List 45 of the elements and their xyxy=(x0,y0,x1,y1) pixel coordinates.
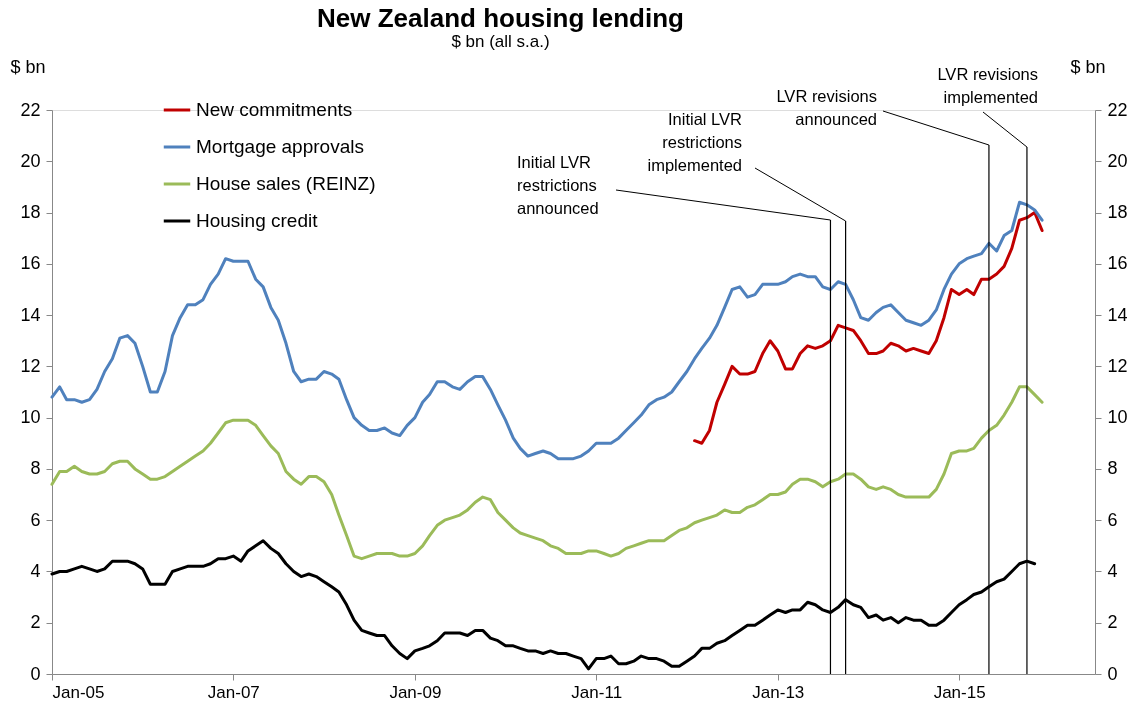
y2-tick-label: 2 xyxy=(1107,612,1118,633)
line-series xyxy=(50,200,1044,461)
y2-tick-label: 8 xyxy=(1107,458,1118,479)
y2-tick-label: 4 xyxy=(1107,560,1118,581)
x-tick-label: Jan-05 xyxy=(52,682,105,702)
y2-tick-label: 14 xyxy=(1107,304,1128,325)
legend-label: New commitments xyxy=(196,99,353,120)
legend-label: Housing credit xyxy=(196,210,319,231)
chart-subtitle: $ bn (all s.a.) xyxy=(451,32,550,51)
y-tick-label: 4 xyxy=(30,560,41,581)
legend-label: House sales (REINZ) xyxy=(196,173,376,194)
y-tick-label: 16 xyxy=(20,253,41,274)
line-series xyxy=(693,211,1044,445)
y2-tick-label: 0 xyxy=(1107,663,1118,684)
y-tick-label: 12 xyxy=(20,355,41,376)
legend-label: Mortgage approvals xyxy=(196,136,364,157)
y2-tick-label: 20 xyxy=(1107,150,1128,171)
y-tick-label: 6 xyxy=(30,509,41,530)
y2-tick-label: 22 xyxy=(1107,99,1128,120)
y2-tick-label: 12 xyxy=(1107,355,1128,376)
y2-axis-title: $ bn xyxy=(1070,56,1106,77)
y-tick-label: 20 xyxy=(20,150,41,171)
y-tick-label: 18 xyxy=(20,202,41,223)
y2-tick-label: 6 xyxy=(1107,509,1118,530)
y-tick-label: 10 xyxy=(20,407,41,428)
y-tick-label: 22 xyxy=(20,99,41,120)
ref-line-label: LVR revisions implemented xyxy=(937,65,1038,106)
ref-line-label: Initial LVR restrictions implemented xyxy=(647,110,743,174)
y-tick-label: 14 xyxy=(20,304,41,325)
chart-title: New Zealand housing lending xyxy=(317,3,684,33)
y-tick-label: 0 xyxy=(30,663,41,684)
line-series xyxy=(50,385,1044,561)
x-tick-label: Jan-15 xyxy=(933,682,986,702)
y2-tick-label: 10 xyxy=(1107,407,1128,428)
y2-tick-label: 18 xyxy=(1107,202,1128,223)
x-tick-label: Jan-11 xyxy=(571,682,623,702)
y-tick-label: 8 xyxy=(30,458,41,479)
x-tick-label: Jan-07 xyxy=(207,682,260,702)
x-tick-label: Jan-09 xyxy=(389,682,442,702)
ref-line-label: Initial LVR restrictions announced xyxy=(517,153,599,217)
x-tick-label: Jan-13 xyxy=(752,682,805,702)
y-tick-label: 2 xyxy=(30,612,41,633)
y-axis-title: $ bn xyxy=(10,56,46,77)
y2-tick-label: 16 xyxy=(1107,253,1128,274)
ref-line-label: LVR revisions announced xyxy=(776,87,877,128)
